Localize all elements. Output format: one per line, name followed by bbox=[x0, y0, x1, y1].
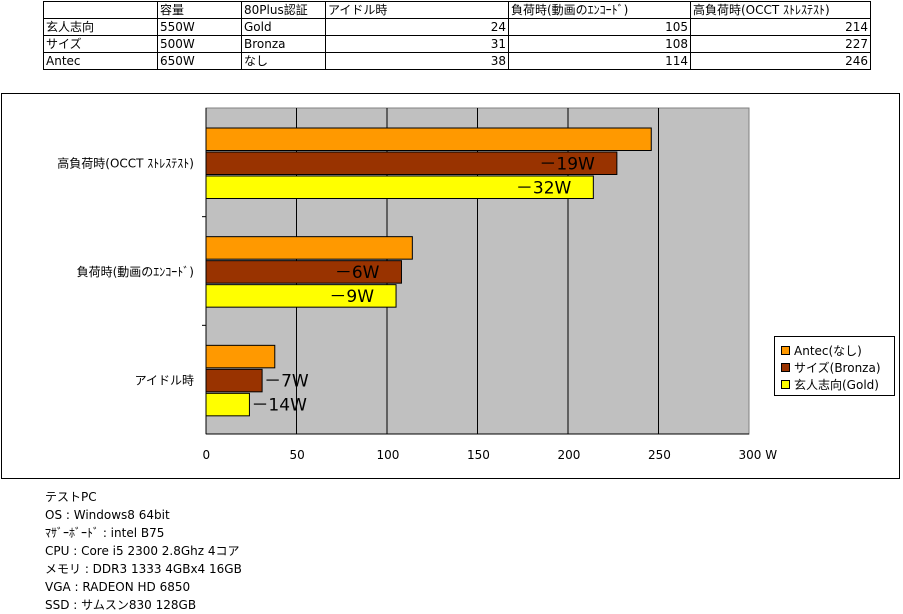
table-cell: 650W bbox=[157, 52, 242, 70]
table-cell: 550W bbox=[157, 18, 242, 36]
table-cell: 214 bbox=[690, 18, 871, 36]
note-line: ﾏｻﾞｰﾎﾞｰﾄﾞ : intel B75 bbox=[45, 526, 165, 540]
legend-item: Antec(なし) bbox=[781, 342, 862, 358]
x-tick-label: 150 bbox=[467, 448, 490, 462]
bar bbox=[205, 368, 263, 393]
table-cell: Gold bbox=[241, 18, 326, 36]
bar-annotation: －19W bbox=[539, 154, 595, 174]
x-tick-label: 100 bbox=[377, 448, 400, 462]
table-cell: Bronza bbox=[241, 35, 326, 53]
table-cell: 114 bbox=[508, 52, 691, 70]
note-line: テストPC bbox=[45, 490, 97, 504]
table-cell: 24 bbox=[325, 18, 509, 36]
bar-annotation: －7W bbox=[264, 372, 309, 392]
legend-swatch bbox=[781, 362, 790, 372]
test-pc-notes: テストPC OS : Windows8 64bit ﾏｻﾞｰﾎﾞｰﾄﾞ : inte… bbox=[45, 488, 242, 614]
legend-label: Antec(なし) bbox=[794, 343, 862, 358]
legend-label: サイズ(Bronza) bbox=[794, 360, 881, 375]
table-header-cell: 負荷時(動画のｴﾝｺｰﾄﾞ) bbox=[508, 1, 691, 19]
x-tick-label: 50 bbox=[290, 448, 305, 462]
legend-item: サイズ(Bronza) bbox=[781, 359, 881, 375]
table-cell: 105 bbox=[508, 18, 691, 36]
x-tick-label: 200 bbox=[558, 448, 581, 462]
bar bbox=[205, 127, 652, 151]
bar-annotation: －6W bbox=[335, 263, 380, 283]
table-header-row: 容量 80Plus認証 アイドル時 負荷時(動画のｴﾝｺｰﾄﾞ) 高負荷時(OCCT ｽ… bbox=[43, 1, 871, 19]
note-line: VGA : RADEON HD 6850 bbox=[45, 580, 191, 594]
spec-table: 容量 80Plus認証 アイドル時 負荷時(動画のｴﾝｺｰﾄﾞ) 高負荷時(OCCT ｽ… bbox=[43, 1, 871, 70]
table-header-cell: アイドル時 bbox=[325, 1, 509, 19]
x-tick-label: 250 bbox=[648, 448, 671, 462]
note-line: OS : Windows8 64bit bbox=[45, 508, 170, 522]
bar bbox=[205, 175, 594, 199]
note-line: CPU : Core i5 2300 2.8Ghz 4コア bbox=[45, 544, 240, 558]
table-cell: 108 bbox=[508, 35, 691, 53]
bar bbox=[205, 284, 397, 308]
table-row: サイズ 500W Bronza 31 108 227 bbox=[43, 35, 871, 53]
bar bbox=[205, 392, 250, 417]
table-cell: サイズ bbox=[43, 35, 158, 53]
table-header-cell: 容量 bbox=[157, 1, 242, 19]
note-line: メモリ : DDR3 1333 4GBx4 16GB bbox=[45, 562, 242, 576]
note-line: SSD : サムスン830 128GB bbox=[45, 598, 197, 612]
bar bbox=[205, 344, 276, 369]
category-label: アイドル時 bbox=[135, 374, 194, 388]
bar bbox=[205, 260, 402, 284]
table-cell: なし bbox=[241, 52, 326, 70]
table-cell: 500W bbox=[157, 35, 242, 53]
bar bbox=[205, 151, 618, 175]
table-header-cell: 80Plus認証 bbox=[241, 1, 326, 19]
category-label: 高負荷時(OCCT ｽﾄﾚｽﾃｽﾄ) bbox=[57, 155, 194, 170]
power-consumption-table: 容量 80Plus認証 アイドル時 負荷時(動画のｴﾝｺｰﾄﾞ) 高負荷時(OCCT ｽ… bbox=[43, 1, 871, 70]
legend-swatch bbox=[781, 345, 790, 355]
table-row: Antec 650W なし 38 114 246 bbox=[43, 52, 871, 70]
bar-chart: 高負荷時(OCCT ｽﾄﾚｽﾃｽﾄ) 負荷時(動画のｴﾝｺｰﾄﾞ) アイドル時 －19… bbox=[57, 107, 778, 462]
bar-annotation: －9W bbox=[329, 287, 374, 307]
chart-legend: Antec(なし) サイズ(Bronza) 玄人志向(Gold) bbox=[774, 336, 895, 396]
table-cell: 38 bbox=[325, 52, 509, 70]
table-cell: 玄人志向 bbox=[43, 18, 158, 36]
legend-swatch bbox=[781, 379, 790, 389]
category-label: 負荷時(動画のｴﾝｺｰﾄﾞ) bbox=[77, 265, 194, 279]
legend-label: 玄人志向(Gold) bbox=[794, 377, 879, 392]
x-tick-label: 0 bbox=[203, 448, 211, 462]
bar-annotation: －32W bbox=[516, 178, 572, 198]
x-tick-label: 300 W bbox=[739, 448, 778, 462]
bar bbox=[205, 236, 413, 260]
table-header-cell bbox=[43, 1, 158, 19]
table-cell: 31 bbox=[325, 35, 509, 53]
legend-item: 玄人志向(Gold) bbox=[781, 376, 879, 392]
table-cell: 246 bbox=[690, 52, 871, 70]
bar-annotation: －14W bbox=[251, 396, 307, 416]
table-cell: Antec bbox=[43, 52, 158, 70]
table-cell: 227 bbox=[690, 35, 871, 53]
table-header-cell: 高負荷時(OCCT ｽﾄﾚｽﾃｽﾄ) bbox=[690, 1, 871, 19]
chart-frame: 高負荷時(OCCT ｽﾄﾚｽﾃｽﾄ) 負荷時(動画のｴﾝｺｰﾄﾞ) アイドル時 －19… bbox=[1, 93, 900, 479]
table-row: 玄人志向 550W Gold 24 105 214 bbox=[43, 18, 871, 36]
